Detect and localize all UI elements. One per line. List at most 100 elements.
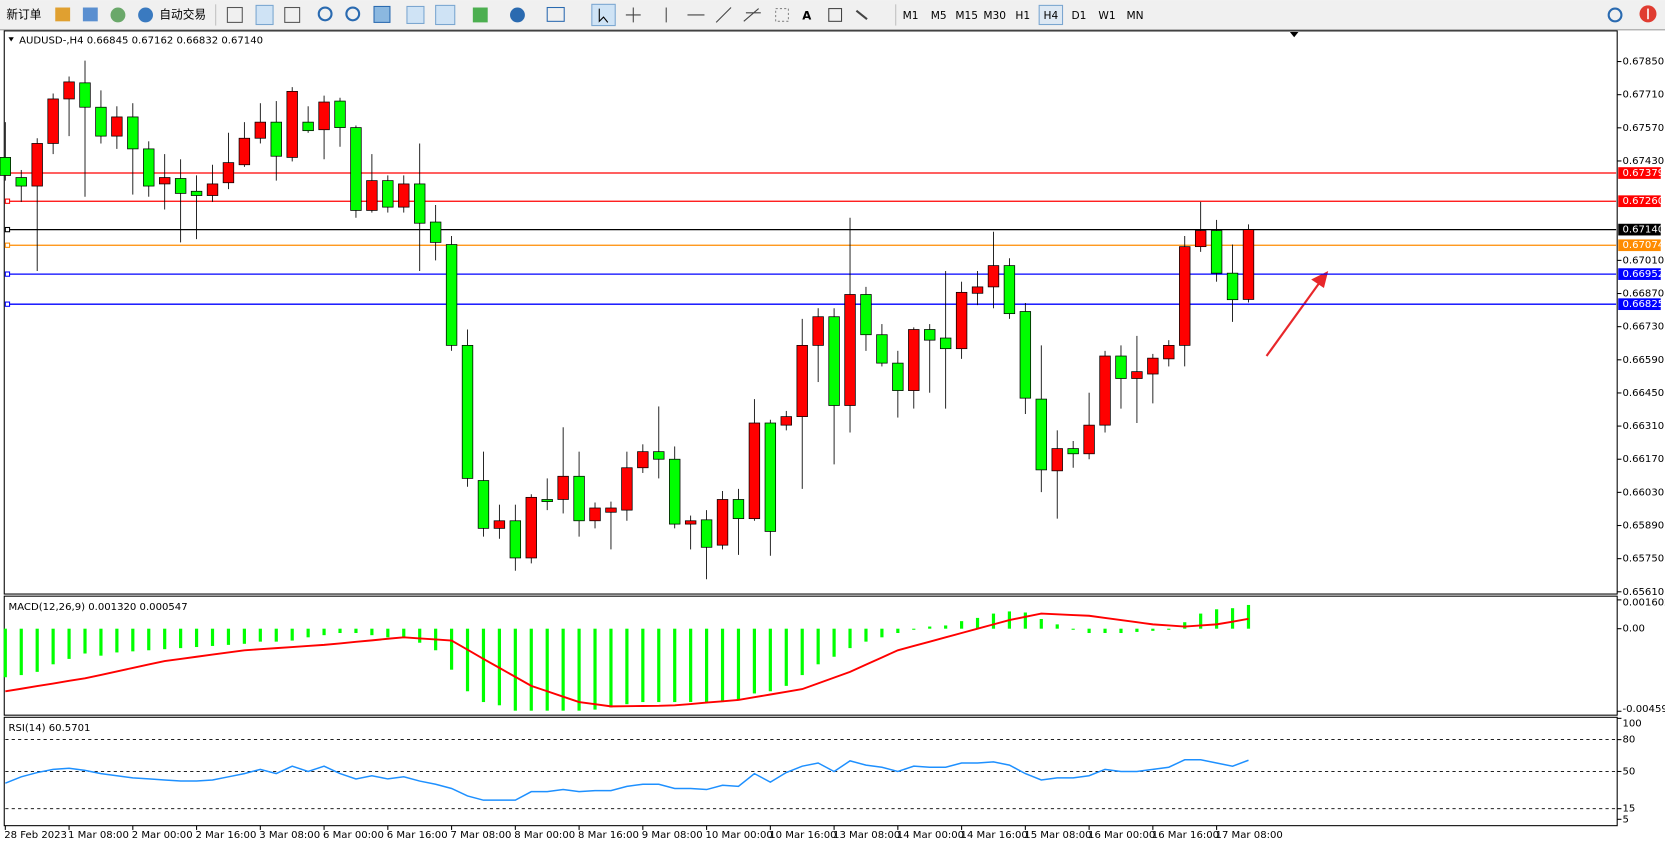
candle-body <box>159 177 171 185</box>
auto-trading-button[interactable]: 自动交易 <box>159 7 206 21</box>
signal-line <box>5 612 1249 708</box>
candle-body <box>95 106 107 137</box>
macd-bar <box>657 628 661 703</box>
y-tick-label: 5 <box>1622 814 1628 825</box>
y-tick-label: 0.67850 <box>1622 57 1664 68</box>
y-tick-label: 0.65750 <box>1622 554 1664 565</box>
y-tick-label: 0.001602 <box>1622 598 1665 609</box>
macd-bar <box>147 628 151 651</box>
candle-body <box>270 121 282 157</box>
macd-bar <box>226 628 231 645</box>
icon[interactable] <box>110 7 126 23</box>
icon[interactable] <box>55 7 71 22</box>
candle-body <box>716 499 729 546</box>
y-tick-label: 0.66450 <box>1622 388 1664 399</box>
timeframe-button[interactable]: H4 <box>1043 9 1058 22</box>
auto-trading-icon[interactable] <box>138 7 154 23</box>
candle-body <box>908 329 920 391</box>
macd-panel <box>3 595 1618 716</box>
candle-body <box>780 416 792 426</box>
candle-body <box>445 244 458 346</box>
macd-bar <box>194 628 199 648</box>
bid-line-marker <box>4 226 11 233</box>
candle-body <box>621 467 633 511</box>
price-level-line-marker <box>4 242 11 248</box>
macd-bar <box>896 628 900 634</box>
icon[interactable] <box>510 7 525 23</box>
icon[interactable] <box>226 6 243 23</box>
timeframe-button[interactable]: M1 <box>903 9 919 22</box>
macd-bar <box>322 628 326 636</box>
price-level-line-label: 0.67379 <box>1622 168 1664 179</box>
candle-body <box>190 190 203 196</box>
candle-body <box>63 81 75 100</box>
candle-body <box>1067 448 1079 455</box>
macd-bar <box>1183 622 1187 629</box>
icon[interactable] <box>472 7 488 23</box>
candle-body <box>398 183 410 208</box>
annotation-arrow <box>1265 278 1323 357</box>
x-tick-label: 10 Mar 16:00 <box>769 830 836 841</box>
icon[interactable] <box>406 5 425 24</box>
icon[interactable] <box>435 4 456 26</box>
candle-body <box>1226 272 1239 301</box>
candle-body <box>669 458 681 525</box>
candle-body <box>429 221 442 243</box>
timeframe-button[interactable]: H1 <box>1015 9 1030 22</box>
x-tick-label: 14 Mar 16:00 <box>961 830 1028 841</box>
new-order-button[interactable]: 新订单 <box>6 7 41 21</box>
bid-line-label-bg <box>1618 223 1661 236</box>
candle-body <box>541 499 553 502</box>
candle-body <box>525 496 537 559</box>
zoom-out[interactable] <box>345 6 361 22</box>
macd-bar <box>784 628 788 686</box>
macd-bar <box>768 628 772 692</box>
price-level-line-marker <box>4 271 11 277</box>
timeframe-button[interactable]: M15 <box>955 9 978 22</box>
timeframe-button[interactable]: M5 <box>931 9 947 22</box>
macd-bar <box>3 628 7 678</box>
bid-line-label: 0.67140 <box>1622 225 1664 236</box>
icon[interactable] <box>82 7 98 22</box>
y-tick-label: 0.65890 <box>1622 521 1664 532</box>
search-icon[interactable] <box>1607 7 1623 23</box>
candle-body <box>127 116 139 150</box>
candle-body <box>1163 344 1175 360</box>
cursor-button[interactable] <box>591 3 616 27</box>
symbol-menu[interactable] <box>8 37 14 42</box>
timeframe-button[interactable]: MN <box>1126 9 1143 22</box>
macd-bar <box>1246 604 1251 629</box>
candle-body <box>573 475 585 522</box>
candle-body <box>382 180 394 208</box>
timeframe-button[interactable]: D1 <box>1071 9 1086 22</box>
timeframe-button[interactable]: W1 <box>1098 9 1115 22</box>
candle-body <box>1242 229 1255 300</box>
candle-body <box>939 337 952 350</box>
icon[interactable] <box>284 6 301 23</box>
candle-body <box>286 90 298 158</box>
macd-bar <box>1023 612 1027 629</box>
x-tick-label: 10 Mar 00:00 <box>706 830 773 841</box>
timeframe-button[interactable]: M30 <box>983 9 1006 22</box>
icon[interactable] <box>255 4 274 26</box>
macd-bar <box>51 628 55 665</box>
candle-body <box>509 520 522 559</box>
price-level-line-label-bg <box>1618 298 1661 311</box>
icon[interactable] <box>546 6 565 22</box>
candle-body <box>493 520 506 529</box>
macd-bar <box>991 613 996 629</box>
icon[interactable] <box>373 5 391 23</box>
candle-body <box>1099 355 1111 426</box>
candle-body <box>461 344 474 479</box>
x-tick-label: 6 Mar 16:00 <box>387 830 448 841</box>
x-tick-label: 2 Mar 00:00 <box>132 830 193 841</box>
macd-bar <box>242 628 246 644</box>
macd-bar <box>1071 628 1075 630</box>
price-level-line-label-bg <box>1618 268 1661 280</box>
y-tick-label: 0.67570 <box>1622 123 1664 134</box>
macd-bar <box>1230 608 1235 629</box>
zoom-in[interactable] <box>317 6 333 22</box>
candle-body <box>238 137 251 166</box>
candle-body <box>700 519 713 548</box>
